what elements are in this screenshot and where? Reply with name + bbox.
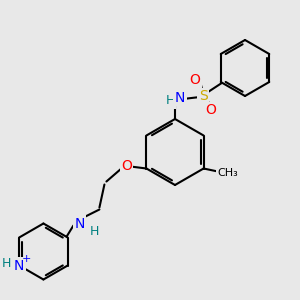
Text: O: O (121, 160, 132, 173)
Text: N: N (175, 91, 185, 105)
Text: O: O (206, 103, 216, 117)
Text: H: H (2, 257, 11, 270)
Text: +: + (22, 254, 31, 265)
Text: H: H (165, 94, 175, 107)
Text: S: S (199, 89, 207, 103)
Text: CH₃: CH₃ (217, 169, 238, 178)
Text: H: H (90, 225, 99, 238)
Text: O: O (190, 73, 200, 87)
Text: N: N (14, 259, 24, 272)
Text: N: N (74, 217, 85, 230)
